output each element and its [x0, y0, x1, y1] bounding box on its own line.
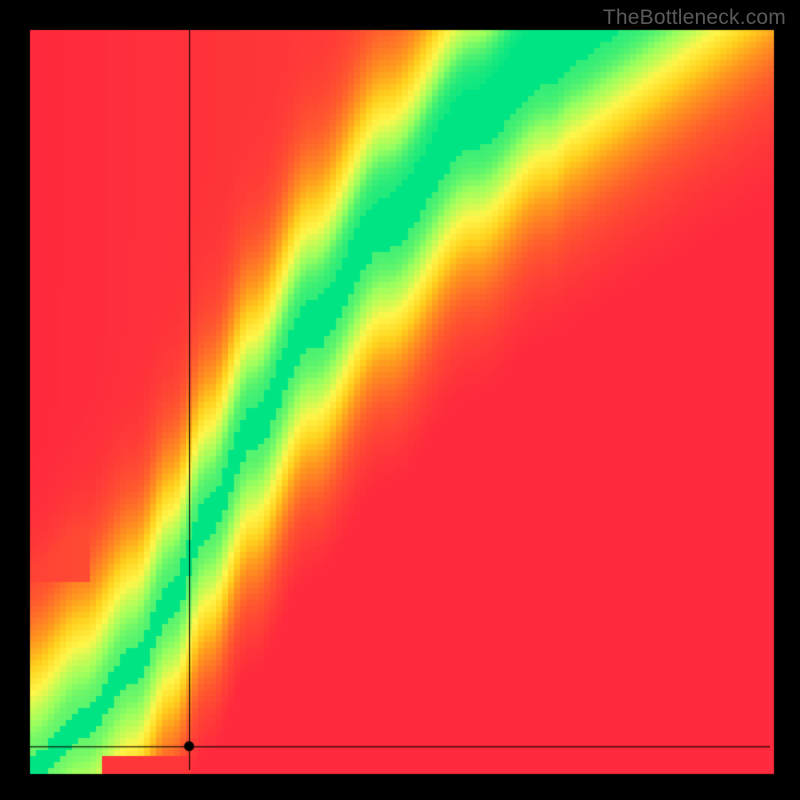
chart-container: TheBottleneck.com [0, 0, 800, 800]
bottleneck-heatmap-canvas [0, 0, 800, 800]
